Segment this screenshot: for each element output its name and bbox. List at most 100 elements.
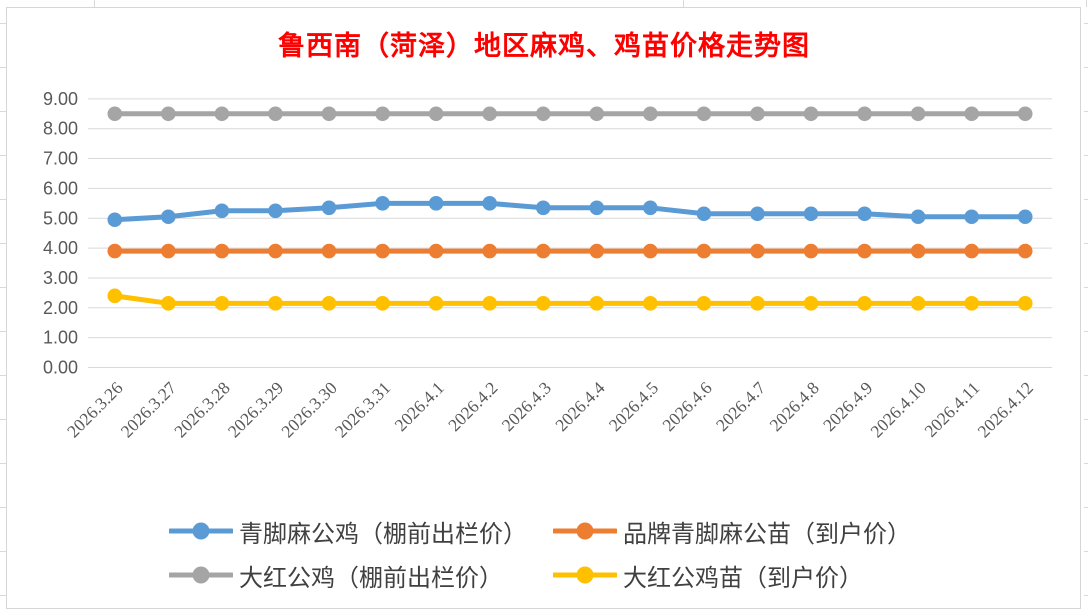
chart-title[interactable]: 鲁西南（菏泽）地区麻鸡、鸡苗价格走势图 xyxy=(278,31,810,61)
series-1 xyxy=(107,243,1033,259)
sheet-gridline xyxy=(0,463,6,464)
sheet-gridline xyxy=(1084,111,1088,112)
sheet-gridline xyxy=(0,243,6,244)
sheet-gridline xyxy=(1084,595,1088,596)
data-point-marker xyxy=(428,106,444,122)
sheet-gridline xyxy=(0,287,6,288)
data-point-marker xyxy=(214,296,230,311)
sheet-gridline xyxy=(0,551,6,552)
data-point-marker xyxy=(535,200,551,216)
legend-line-marker-icon xyxy=(553,566,617,584)
sheet-gridline xyxy=(683,0,684,7)
data-point-marker xyxy=(321,296,337,311)
y-tick-label: 4.00 xyxy=(43,238,78,258)
data-point-marker xyxy=(964,106,979,122)
legend-item-0[interactable]: 青脚麻公鸡（棚前出栏价） xyxy=(169,516,527,548)
data-point-marker xyxy=(482,296,497,311)
legend-line-marker-icon xyxy=(169,522,233,540)
sheet-gridline xyxy=(1084,155,1088,156)
sheet-gridline xyxy=(1084,507,1088,508)
data-point-marker xyxy=(857,296,872,311)
data-point-marker xyxy=(910,209,926,225)
data-point-marker xyxy=(268,106,283,122)
data-point-marker xyxy=(321,106,337,122)
sheet-gridline xyxy=(1084,199,1088,200)
data-point-marker xyxy=(910,243,926,259)
sheet-gridline xyxy=(0,375,6,376)
data-point-marker xyxy=(910,296,926,311)
sheet-gridline xyxy=(0,23,6,24)
data-point-marker xyxy=(964,209,979,225)
series-3 xyxy=(107,288,1033,311)
data-point-marker xyxy=(857,106,872,122)
data-point-marker xyxy=(161,106,176,122)
data-point-marker xyxy=(482,196,497,211)
data-point-marker xyxy=(214,243,230,259)
data-point-marker xyxy=(161,243,176,259)
data-point-marker xyxy=(964,243,979,259)
series-line xyxy=(112,293,1028,306)
x-tick-label: 2026.4.4 xyxy=(551,378,609,436)
sheet-gridline xyxy=(0,155,6,156)
x-tick-label: 2026.4.1 xyxy=(390,378,447,435)
data-point-marker xyxy=(214,106,230,122)
data-point-marker xyxy=(428,243,444,259)
x-tick-label: 2026.4.8 xyxy=(765,378,823,436)
data-point-marker xyxy=(535,243,551,259)
x-tick-label: 2026.3.31 xyxy=(331,378,395,442)
data-point-marker xyxy=(750,106,765,122)
data-point-marker xyxy=(1017,296,1033,311)
data-point-marker xyxy=(589,296,605,311)
x-tick-label: 2026.4.11 xyxy=(920,378,983,441)
sheet-gridline xyxy=(1084,67,1088,68)
data-point-marker xyxy=(750,296,765,311)
y-tick-label: 5.00 xyxy=(43,208,78,228)
y-tick-label: 0.00 xyxy=(43,358,78,378)
data-point-marker xyxy=(428,296,444,311)
data-point-marker xyxy=(750,243,765,259)
data-point-marker xyxy=(107,243,123,259)
data-point-marker xyxy=(803,206,819,222)
legend-label: 品牌青脚麻公苗（到户价） xyxy=(623,521,911,548)
x-tick-label: 2026.3.29 xyxy=(224,378,288,442)
sheet-gridline xyxy=(1086,0,1087,7)
x-axis-tick-labels: 2026.3.262026.3.272026.3.282026.3.292026… xyxy=(63,378,1037,442)
data-point-marker xyxy=(857,243,872,259)
data-point-marker xyxy=(482,243,497,259)
y-axis-tick-labels: 0.00 1.00 2.00 3.00 4.00 5.00 6.00 7.00 8.00 9.00 xyxy=(43,89,78,378)
data-point-marker xyxy=(803,296,819,311)
x-tick-label: 2026.4.12 xyxy=(973,378,1037,442)
data-point-marker xyxy=(375,296,390,311)
data-point-marker xyxy=(161,296,176,311)
data-point-marker xyxy=(643,106,658,122)
sheet-gridline xyxy=(1084,243,1088,244)
y-tick-label: 2.00 xyxy=(43,298,78,318)
data-point-marker xyxy=(375,196,390,211)
data-point-marker xyxy=(321,200,337,216)
legend-item-1[interactable]: 品牌青脚麻公苗（到户价） xyxy=(553,516,911,548)
y-tick-label: 3.00 xyxy=(43,268,78,288)
data-point-marker xyxy=(107,212,123,228)
data-point-marker xyxy=(482,106,497,122)
data-point-marker xyxy=(1017,243,1033,259)
data-point-marker xyxy=(268,203,283,219)
data-point-marker xyxy=(696,206,712,222)
x-tick-label: 2026.4.5 xyxy=(605,378,663,436)
legend-item-3[interactable]: 大红公鸡苗（到户价） xyxy=(553,560,863,592)
x-tick-label: 2026.4.6 xyxy=(658,378,716,436)
data-point-marker xyxy=(803,106,819,122)
legend-label: 大红公鸡（棚前出栏价） xyxy=(239,565,503,592)
data-point-marker xyxy=(1017,106,1033,122)
data-point-marker xyxy=(696,296,712,311)
sheet-gridline xyxy=(0,67,6,68)
data-point-marker xyxy=(643,243,658,259)
legend-item-2[interactable]: 大红公鸡（棚前出栏价） xyxy=(169,560,503,592)
sheet-gridline xyxy=(0,419,6,420)
x-tick-label: 2026.3.26 xyxy=(63,378,127,442)
sheet-gridline xyxy=(0,595,6,596)
x-tick-label: 2026.3.30 xyxy=(277,378,341,442)
sheet-gridline xyxy=(1084,23,1088,24)
x-tick-label: 2026.4.10 xyxy=(866,378,930,442)
